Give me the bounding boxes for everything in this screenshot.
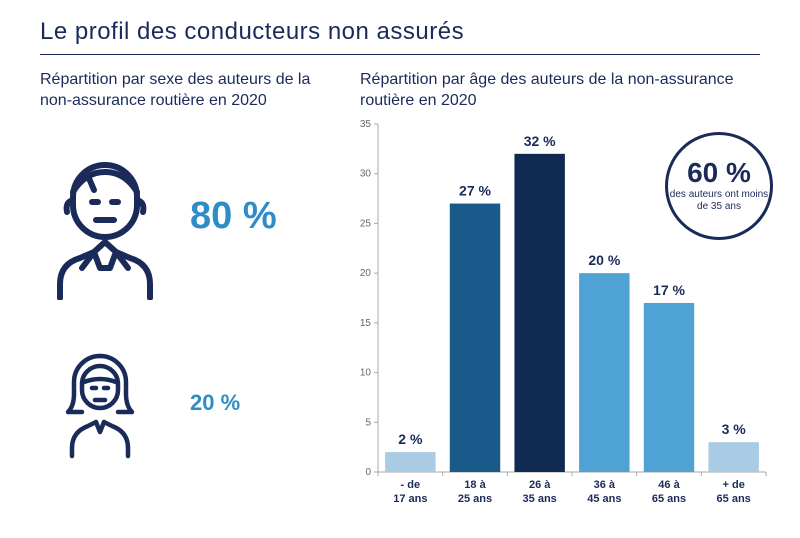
svg-text:25 ans: 25 ans — [458, 493, 492, 505]
svg-text:32 %: 32 % — [524, 133, 556, 149]
svg-text:46 à: 46 à — [658, 479, 680, 491]
age-subtitle: Répartition par âge des auteurs de la no… — [360, 70, 790, 112]
svg-text:35 ans: 35 ans — [523, 493, 557, 505]
svg-text:3 %: 3 % — [722, 421, 747, 437]
male-icon — [40, 150, 170, 300]
svg-text:26 à: 26 à — [529, 479, 551, 491]
badge-text: des auteurs ont moins de 35 ans — [668, 189, 770, 214]
badge-percentage: 60 % — [687, 159, 751, 187]
svg-text:15: 15 — [360, 318, 372, 329]
under-35-badge: 60 % des auteurs ont moins de 35 ans — [665, 132, 773, 240]
svg-text:10: 10 — [360, 368, 372, 379]
svg-text:18 à: 18 à — [464, 479, 486, 491]
svg-text:65 ans: 65 ans — [652, 493, 686, 505]
svg-text:65 ans: 65 ans — [717, 493, 751, 505]
svg-text:- de: - de — [401, 479, 421, 491]
svg-text:35: 35 — [360, 119, 372, 130]
svg-text:27 %: 27 % — [459, 183, 491, 199]
page-title: Le profil des conducteurs non assurés — [40, 18, 464, 46]
svg-text:5: 5 — [365, 417, 371, 428]
svg-text:20 %: 20 % — [588, 252, 620, 268]
svg-text:2 %: 2 % — [398, 431, 423, 447]
male-percentage: 80 % — [190, 195, 277, 238]
gender-subtitle: Répartition par sexe des auteurs de la n… — [40, 70, 320, 112]
title-underline — [40, 54, 760, 55]
svg-text:45 ans: 45 ans — [587, 493, 621, 505]
svg-text:30: 30 — [360, 169, 372, 180]
svg-text:17 ans: 17 ans — [393, 493, 427, 505]
female-icon — [60, 350, 140, 460]
svg-text:25: 25 — [360, 218, 372, 229]
svg-text:36 à: 36 à — [594, 479, 616, 491]
svg-text:20: 20 — [360, 268, 372, 279]
svg-text:0: 0 — [365, 467, 371, 478]
svg-text:+ de: + de — [723, 479, 745, 491]
female-percentage: 20 % — [190, 390, 240, 416]
svg-text:17 %: 17 % — [653, 282, 685, 298]
